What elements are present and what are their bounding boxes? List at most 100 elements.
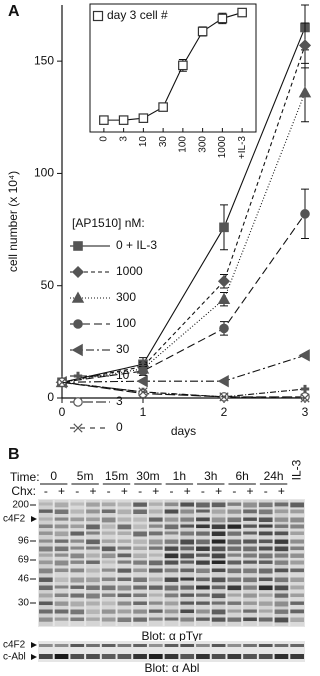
blot-band <box>243 568 257 574</box>
blot-band <box>133 560 147 565</box>
blot-band <box>164 585 179 591</box>
blot-band <box>54 553 69 557</box>
blot-band <box>290 644 304 647</box>
blot-band <box>117 585 132 591</box>
marker <box>138 387 148 397</box>
blot-band <box>227 502 242 506</box>
blot-band <box>39 502 53 506</box>
marker <box>217 374 229 388</box>
blot-band <box>164 617 179 621</box>
blot-band <box>54 644 69 647</box>
y-tick-label: 50 <box>41 278 55 292</box>
blot-band <box>227 577 242 582</box>
blot-band <box>164 654 179 659</box>
blot-band <box>227 601 242 605</box>
blot-band <box>70 585 85 589</box>
blot-band <box>274 560 289 565</box>
blot-band <box>164 509 179 514</box>
chx-value: + <box>184 484 191 498</box>
arrow <box>31 642 37 648</box>
blot-band <box>243 531 257 535</box>
blot-band <box>164 601 179 606</box>
blot-band <box>148 517 163 522</box>
blot-band <box>196 601 210 605</box>
chx-value: - <box>44 484 48 498</box>
blot-band <box>227 509 242 514</box>
arrow <box>31 654 37 660</box>
blot-band <box>133 577 147 583</box>
blot-band <box>274 593 289 598</box>
marker <box>300 384 310 394</box>
blot-band <box>258 517 273 522</box>
blot-band <box>101 644 116 647</box>
blot-band <box>243 517 257 521</box>
blot-band <box>39 644 53 647</box>
blot-band <box>196 654 210 659</box>
y-axis-label: cell number (x 10⁴) <box>6 171 20 272</box>
series-line <box>61 45 306 383</box>
blot-band <box>39 531 53 535</box>
blot-band <box>243 509 257 514</box>
blot-band <box>243 617 257 622</box>
blot-band <box>117 593 132 598</box>
blot-band <box>196 546 210 551</box>
panel-label: B <box>8 446 20 463</box>
marker <box>118 115 129 125</box>
blot-band <box>117 609 132 614</box>
blot-band <box>274 539 289 544</box>
blot-band <box>274 644 289 647</box>
blot-band <box>290 568 304 573</box>
blot-band <box>70 577 85 583</box>
blot-band <box>54 560 69 566</box>
blot-band <box>101 502 116 507</box>
blot-band <box>117 517 132 522</box>
legend-label: 30 <box>116 342 130 356</box>
marker <box>71 265 85 279</box>
blot-band <box>86 654 100 659</box>
blot-band <box>70 644 85 647</box>
inset-frame <box>89 3 257 133</box>
blot-band <box>290 524 304 529</box>
chx-value: - <box>75 484 79 498</box>
blot-band <box>101 560 116 564</box>
time-value: 30m <box>136 469 159 483</box>
blot-band <box>243 585 257 590</box>
band-label: c-Abl <box>3 652 26 663</box>
blot-band <box>290 577 304 583</box>
blot-band <box>86 517 100 522</box>
y-tick-label: 150 <box>34 53 54 67</box>
blot-band <box>274 531 289 536</box>
time-value: 24h <box>264 469 284 483</box>
blot-band <box>148 577 163 582</box>
marker <box>178 60 188 71</box>
blot-band <box>133 531 147 537</box>
blot-band <box>290 539 304 544</box>
blot-band <box>164 502 179 507</box>
marker <box>73 241 83 251</box>
blot-band <box>211 617 226 622</box>
blot-band <box>148 644 163 647</box>
chx-label: Chx: <box>11 484 36 498</box>
blot-lane <box>148 500 163 626</box>
blot-band <box>211 524 226 529</box>
blot-band <box>211 577 226 583</box>
marker <box>73 371 83 381</box>
marker <box>300 393 310 403</box>
blot-band <box>164 524 179 530</box>
blot-band <box>39 617 53 622</box>
blot-band <box>258 577 273 582</box>
blot-band <box>86 509 100 514</box>
chx-value: + <box>121 484 128 498</box>
x-tick-label: 3 <box>118 136 129 142</box>
x-tick-label: 0 <box>99 136 110 142</box>
marker <box>99 115 109 125</box>
blot-band <box>258 609 273 613</box>
blot-band <box>54 593 69 598</box>
blot-band <box>211 593 226 599</box>
blot-band <box>148 509 163 514</box>
legend-label: day 3 cell # <box>107 8 168 22</box>
marker <box>219 392 229 402</box>
blot-band <box>196 553 210 557</box>
y-tick-label: 0 <box>47 390 54 404</box>
blot-band <box>101 531 116 535</box>
